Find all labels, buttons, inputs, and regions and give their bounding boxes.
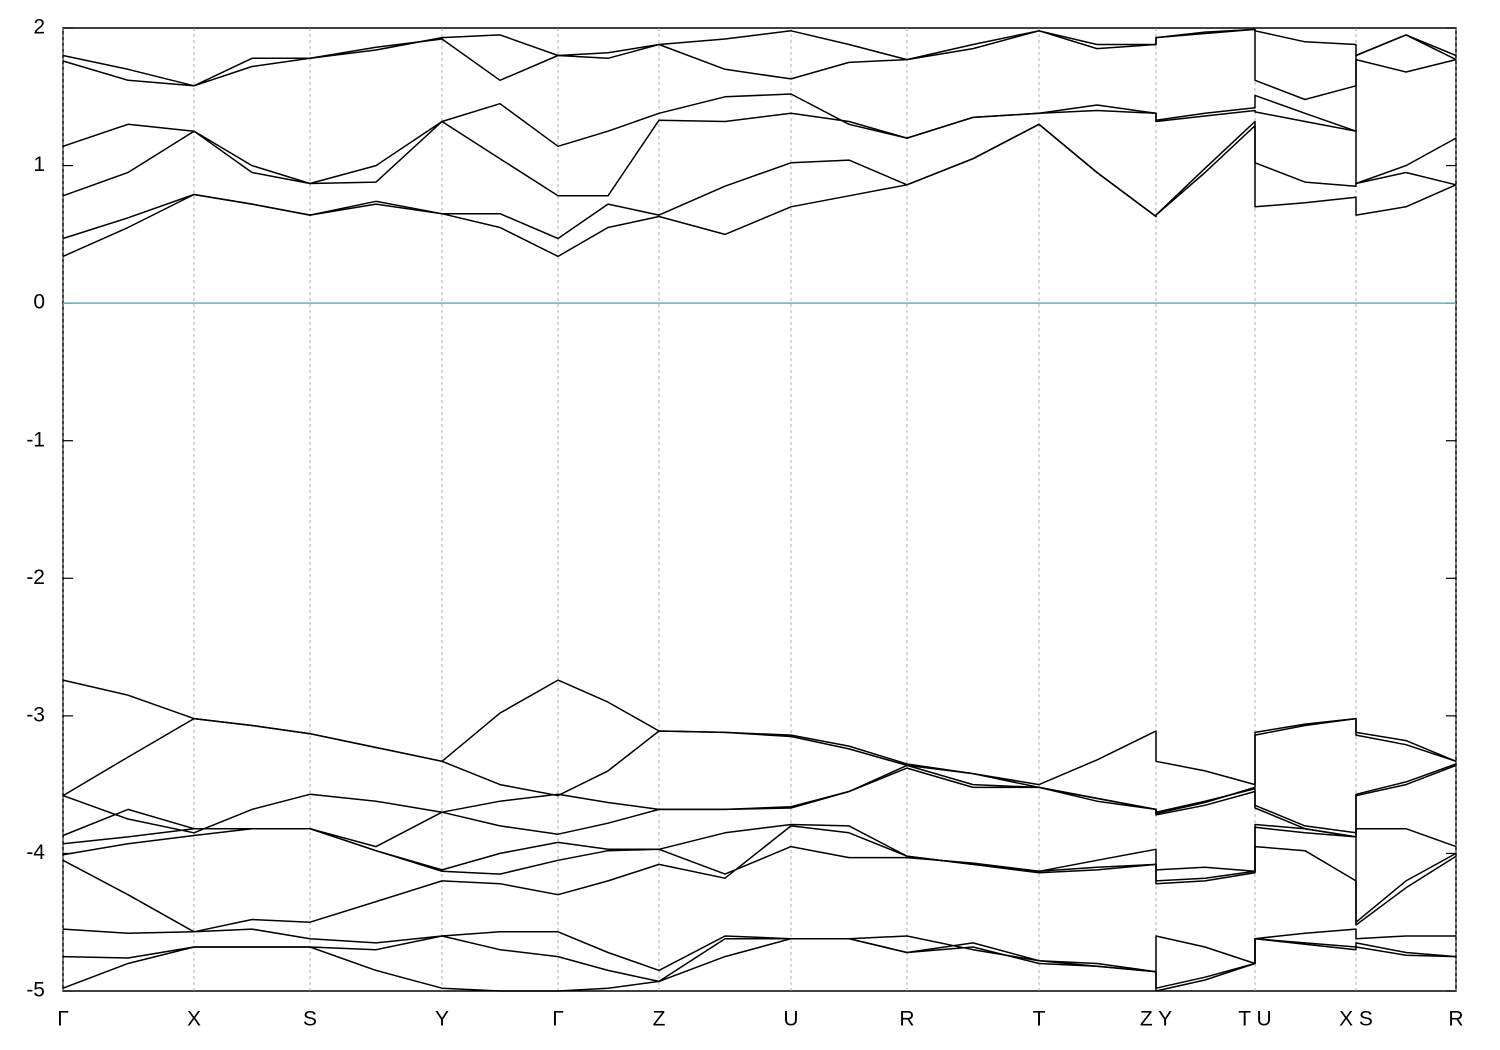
x-tick-label: Z — [653, 1008, 666, 1031]
x-tick-label: S — [303, 1008, 317, 1031]
band-line — [62, 120, 1457, 240]
band-line — [62, 827, 1457, 923]
y-tick-label: -5 — [26, 979, 45, 1002]
y-tick-label: -4 — [26, 841, 45, 864]
band-line — [62, 717, 1457, 815]
band-line — [62, 123, 1457, 258]
band-line — [62, 825, 1457, 933]
y-tick-label: -1 — [26, 428, 45, 451]
band-line — [62, 935, 1457, 989]
x-tick-label: Γ — [552, 1008, 564, 1031]
x-tick-label: R — [899, 1008, 914, 1031]
y-tick-label: 1 — [33, 153, 45, 176]
x-tick-label: Y — [435, 1008, 449, 1031]
x-tick-label: T — [1033, 1008, 1046, 1031]
x-tick-label: X S — [1339, 1008, 1373, 1031]
band-line — [62, 928, 1456, 973]
band-line — [62, 763, 1457, 834]
y-tick-label: -3 — [26, 703, 45, 726]
band-line — [62, 679, 1457, 786]
band-line — [62, 109, 1457, 197]
y-tick-label: 0 — [33, 291, 45, 314]
y-tick-label: -2 — [26, 566, 45, 589]
x-tick-label: U — [783, 1008, 798, 1031]
band-line — [62, 823, 1457, 873]
x-tick-label: R — [1448, 1008, 1463, 1031]
x-tick-label: T U — [1238, 1008, 1271, 1031]
x-tick-label: X — [187, 1008, 201, 1031]
band-line — [62, 764, 1457, 848]
y-tick-label: 2 — [33, 16, 45, 39]
x-tick-label: Z Y — [1140, 1008, 1172, 1031]
band-line — [62, 937, 1457, 992]
band-line — [62, 28, 1457, 101]
band-line — [62, 58, 1457, 185]
band-line — [62, 28, 1457, 87]
x-tick-label: Γ — [57, 1008, 69, 1031]
